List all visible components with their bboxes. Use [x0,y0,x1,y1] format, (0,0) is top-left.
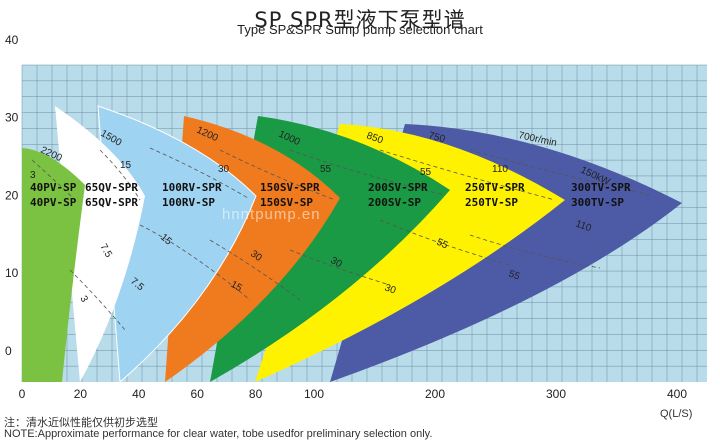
y-tick-label: 0 [5,344,12,358]
label-white-3: 3 [77,294,90,305]
model-250tv-b: 250TV-SP [465,196,518,209]
x-tick-label: 80 [249,387,263,401]
model-65qv-a: 65QV-SPR [85,181,138,194]
watermark: hnntpump.en [222,206,321,223]
label-navy-55: 55 [507,268,522,282]
y-tick-label: 30 [5,111,19,125]
label-yellow-55: 55 [435,237,450,252]
model-300tv-a: 300TV-SPR [571,181,631,194]
model-200sv-b: 200SV-SP [368,196,421,209]
model-65qv-b: 65QV-SPR [85,196,138,209]
label-navy-110: 110 [574,218,593,234]
label-yellow-110: 110 [492,164,508,175]
model-40pv-b: 40PV-SP [30,196,77,209]
label-green2-30: 30 [329,255,345,270]
x-ticks: 0 20 40 60 80 100 200 300 400 [19,387,688,401]
note-cn: 注：清水近似性能仅供初步选型 [4,416,158,429]
y-tick-label: 20 [5,188,19,202]
x-tick-label: 40 [132,387,146,401]
model-250tv-a: 250TV-SPR [465,181,525,194]
x-tick-label: 0 [19,387,26,401]
model-40pv-a: 40PV-SP [30,181,77,194]
label-yellow-30: 30 [383,282,398,296]
x-axis-unit: Q(L/S) [660,408,693,420]
x-tick-label: 20 [74,387,88,401]
label-orange-15: 15 [229,279,245,294]
label-yellow-750: 750 [427,130,446,145]
x-tick-label: 100 [304,387,324,401]
label-orange-55: 55 [320,164,332,175]
label-green-3: 3 [30,170,36,181]
model-labels: 40PV-SP 40PV-SP 65QV-SPR 65QV-SPR 100RV-… [30,181,631,209]
model-300tv-b: 300TV-SP [571,196,624,209]
model-150sv-b: 150SV-SP [260,196,313,209]
region-65qv [55,106,145,382]
label-green2-55: 55 [420,167,432,178]
label-white-15: 15 [120,160,132,171]
chart-title-cn: SP SPR型液下泵型谱 [254,8,466,32]
x-tick-label: 400 [667,387,687,401]
y-tick-label: 40 [5,33,19,47]
chart-title-en: Type SP&SPR Sump pump selection chart [237,22,483,37]
x-tick-label: 60 [191,387,205,401]
model-200sv-a: 200SV-SPR [368,181,428,194]
model-150sv-a: 150SV-SPR [260,181,320,194]
power-lines [31,147,651,331]
model-100rv-a: 100RV-SPR [162,181,222,194]
y-tick-label: 10 [5,266,19,280]
note-en: NOTE:Approximate performance for clear w… [4,428,433,440]
region-40pv [22,148,85,382]
y-ticks: 0 10 20 30 40 [5,33,19,358]
region-100rv [97,105,257,384]
x-tick-label: 300 [546,387,566,401]
label-blue-30: 30 [218,164,230,175]
x-tick-label: 200 [425,387,445,401]
model-100rv-b: 100RV-SP [162,196,215,209]
